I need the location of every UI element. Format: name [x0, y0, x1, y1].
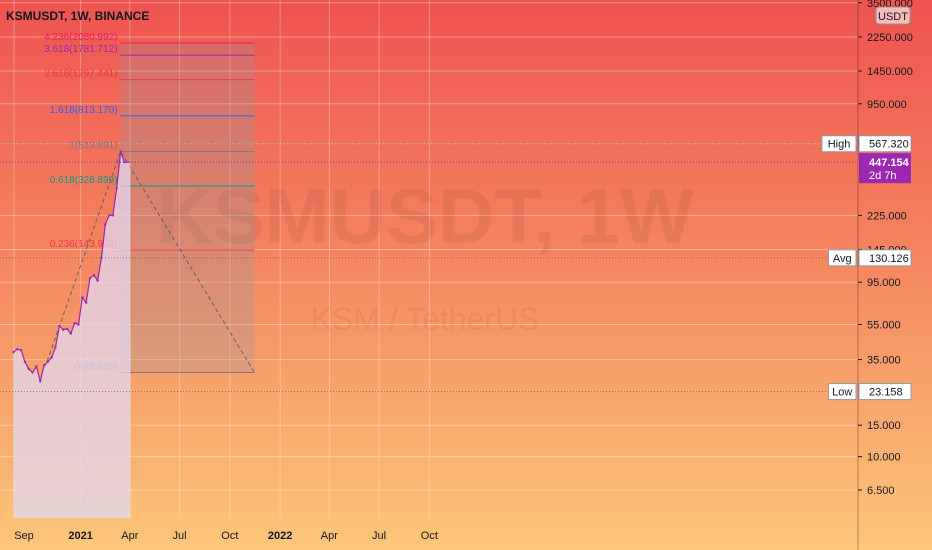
y-tick-label: 3500.000 [867, 0, 913, 10]
price-point [31, 371, 34, 374]
y-tick-label: 35.000 [867, 355, 901, 367]
x-tick-label: Oct [221, 530, 238, 542]
y-tick-label: 10.000 [867, 452, 901, 464]
last-price-countdown: 2d 7h [869, 170, 897, 182]
price-point [61, 328, 65, 331]
price-point [84, 301, 88, 304]
fib-retracement[interactable]: 4.236(2080.992)3.618(1781.712) 2.618(1297… [44, 32, 255, 373]
price-point [16, 348, 19, 351]
price-point [123, 160, 126, 164]
y-tick-label: 15.000 [867, 420, 901, 432]
marker-low[interactable]: Low 23.158 [828, 383, 912, 401]
price-point [27, 367, 30, 371]
price-point [50, 356, 53, 359]
y-tick-label: 1450.000 [867, 66, 913, 78]
price-point [69, 332, 73, 335]
price-point [54, 346, 57, 349]
price-point [77, 323, 80, 326]
x-tick-label: Sep [14, 530, 34, 542]
price-point [100, 256, 103, 260]
marker-value: 23.158 [869, 387, 903, 399]
x-tick-label: Jul [173, 530, 187, 542]
marker-avg[interactable]: Avg 130.126 [828, 249, 912, 267]
y-tick-label: 6.500 [867, 485, 895, 497]
y-tick-label: 225.000 [867, 210, 907, 222]
price-point [46, 360, 50, 364]
grid [0, 0, 858, 518]
price-point [19, 348, 23, 352]
price-point [115, 186, 118, 190]
fib-level-label: 0.236(143.908) [50, 239, 118, 250]
price-point [119, 150, 122, 153]
x-tick-label: Apr [121, 530, 138, 542]
marker-label: High [828, 139, 851, 151]
price-point [88, 277, 92, 280]
marker-label: Low [832, 387, 852, 399]
fib-level-label: 3.618(1781.712) [44, 44, 117, 55]
currency-badge-label: USDT [878, 11, 908, 23]
price-point [42, 364, 46, 367]
price-point [12, 350, 15, 354]
x-tick-label: 2021 [68, 530, 92, 542]
y-tick-label: 95.000 [867, 277, 901, 289]
y-tick-label: 55.000 [867, 320, 901, 332]
marker-value: 567.320 [869, 139, 909, 151]
x-tick-label: Apr [321, 530, 338, 542]
fib-level-label: 2.618(1297.441) [44, 69, 117, 80]
price-series [12, 150, 255, 518]
price-point [58, 324, 61, 328]
price-point [104, 223, 107, 226]
marker-value: 130.126 [869, 253, 909, 265]
y-tick-label: 950.000 [867, 99, 907, 111]
fib-level-label: 0.618(328.899) [50, 175, 118, 186]
price-point [35, 365, 38, 368]
price-point [81, 296, 84, 299]
last-price-value: 447.154 [869, 157, 910, 169]
price-point [92, 273, 95, 277]
price-area [13, 151, 131, 518]
price-point [65, 327, 69, 331]
price-point [96, 279, 99, 282]
price-point [111, 214, 115, 217]
axes: 3500.000 2250.000 1450.000 950.000 567.320 22… [0, 0, 913, 550]
fib-level-label: 4.236(2080.992) [44, 32, 117, 43]
fib-level-label: 1(513.891) [69, 140, 117, 151]
x-tick-label: Oct [421, 530, 438, 542]
price-point [39, 379, 42, 383]
currency-badge[interactable]: USDT [875, 6, 911, 25]
price-point [23, 360, 27, 364]
chart-title: KSMUSDT, 1W, BINANCE [6, 9, 149, 23]
watermark-description: KSM / TetherUS [311, 301, 540, 337]
trend-line[interactable] [39, 150, 255, 382]
fib-box[interactable] [120, 43, 255, 373]
x-tick-label: Jul [372, 530, 386, 542]
marker-label: Avg [833, 253, 852, 265]
price-point [73, 321, 76, 325]
price-point [107, 214, 111, 217]
watermark: KSMUSDT, 1W KSM / TetherUS [156, 172, 694, 337]
watermark-symbol: KSMUSDT, 1W [156, 172, 694, 260]
x-tick-label: 2022 [268, 530, 292, 542]
y-tick-label: 2250.000 [867, 32, 913, 44]
marker-high[interactable]: High 567.320 [821, 135, 912, 153]
fib-level-label: 1.618(813.170) [50, 105, 118, 116]
